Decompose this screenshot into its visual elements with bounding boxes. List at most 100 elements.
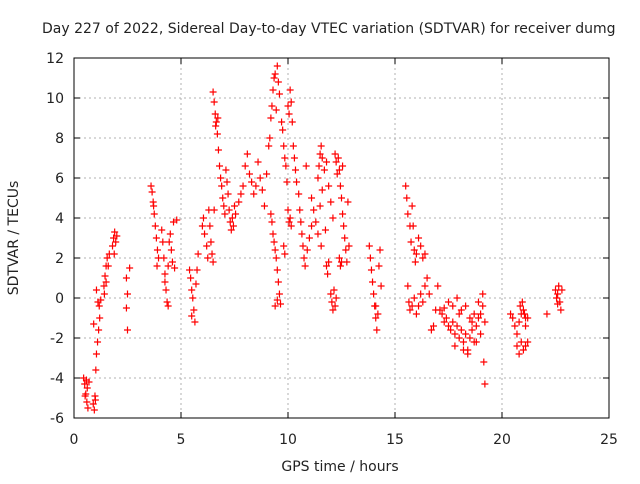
data-point [159,238,167,246]
data-point [555,282,563,290]
data-point [410,246,418,254]
data-point [166,230,174,238]
data-point [147,182,155,190]
data-point [199,214,207,222]
data-point [124,326,131,334]
data-point [515,350,523,358]
data-point [407,238,415,246]
x-tick-label: 5 [177,432,186,448]
data-point [552,286,559,294]
data-point [160,254,168,262]
data-point [369,278,377,286]
data-point [269,86,277,94]
data-point [110,250,118,258]
data-point [192,280,200,288]
data-point [554,300,562,308]
data-point [423,274,431,282]
data-point [211,110,219,118]
data-point [480,358,488,366]
data-point [81,380,89,388]
data-point [314,174,322,182]
data-point [466,334,474,342]
data-point [288,118,296,126]
data-point [412,310,420,318]
data-point [161,270,169,278]
data-point [208,250,216,258]
data-point [404,282,412,290]
data-point [377,282,385,290]
x-tick-label: 25 [600,432,618,448]
data-point [270,238,278,246]
data-point [113,232,121,240]
data-point [317,142,325,150]
data-point [553,294,561,302]
data-point [472,322,480,330]
data-point [453,294,461,302]
data-point [520,310,528,318]
data-point [314,230,322,238]
data-point [229,222,237,230]
data-point [405,298,413,306]
data-point [287,98,295,106]
data-point [466,314,474,322]
data-point [206,222,214,230]
data-point [522,314,530,322]
data-point [223,178,231,186]
data-point [421,250,429,258]
data-point [275,90,283,98]
data-point [273,62,281,70]
data-point [293,178,301,186]
data-point [310,206,318,214]
data-point [235,198,243,206]
data-point [258,186,266,194]
data-point [558,286,566,294]
x-tick-label: 10 [279,432,297,448]
data-point [286,214,294,222]
data-point [430,322,438,330]
data-point [152,234,160,242]
data-point [193,266,201,274]
data-point [162,286,170,294]
data-point [94,338,102,346]
data-point [187,274,195,282]
data-point [436,306,444,314]
data-point [331,150,339,158]
data-point [237,190,245,198]
data-point [404,210,412,218]
data-point [338,194,345,202]
data-point [271,246,279,254]
y-axis-label: SDTVAR / TECUs [6,181,22,296]
data-point [295,190,303,198]
data-point [323,262,331,270]
data-point [477,310,485,318]
data-point [327,290,335,298]
plot-frame [73,57,610,419]
data-point [109,242,117,250]
data-point [332,158,340,166]
data-point [449,318,457,326]
data-point [421,282,429,290]
data-point [297,218,305,226]
data-point [148,188,156,196]
data-point [188,286,196,294]
data-point [228,214,236,222]
data-point [459,338,467,346]
data-point [317,242,325,250]
data-point [344,198,352,206]
data-point [291,166,299,174]
data-point [406,306,414,314]
data-points [80,62,566,414]
data-point [315,162,323,170]
data-point [375,262,383,270]
data-point [442,314,450,322]
data-point [372,314,380,322]
data-point [459,346,467,354]
data-point [468,318,476,326]
data-point [218,182,226,190]
data-point [161,278,169,286]
data-point [89,400,97,408]
data-point [409,222,417,230]
data-point [318,186,326,194]
data-point [522,342,530,350]
